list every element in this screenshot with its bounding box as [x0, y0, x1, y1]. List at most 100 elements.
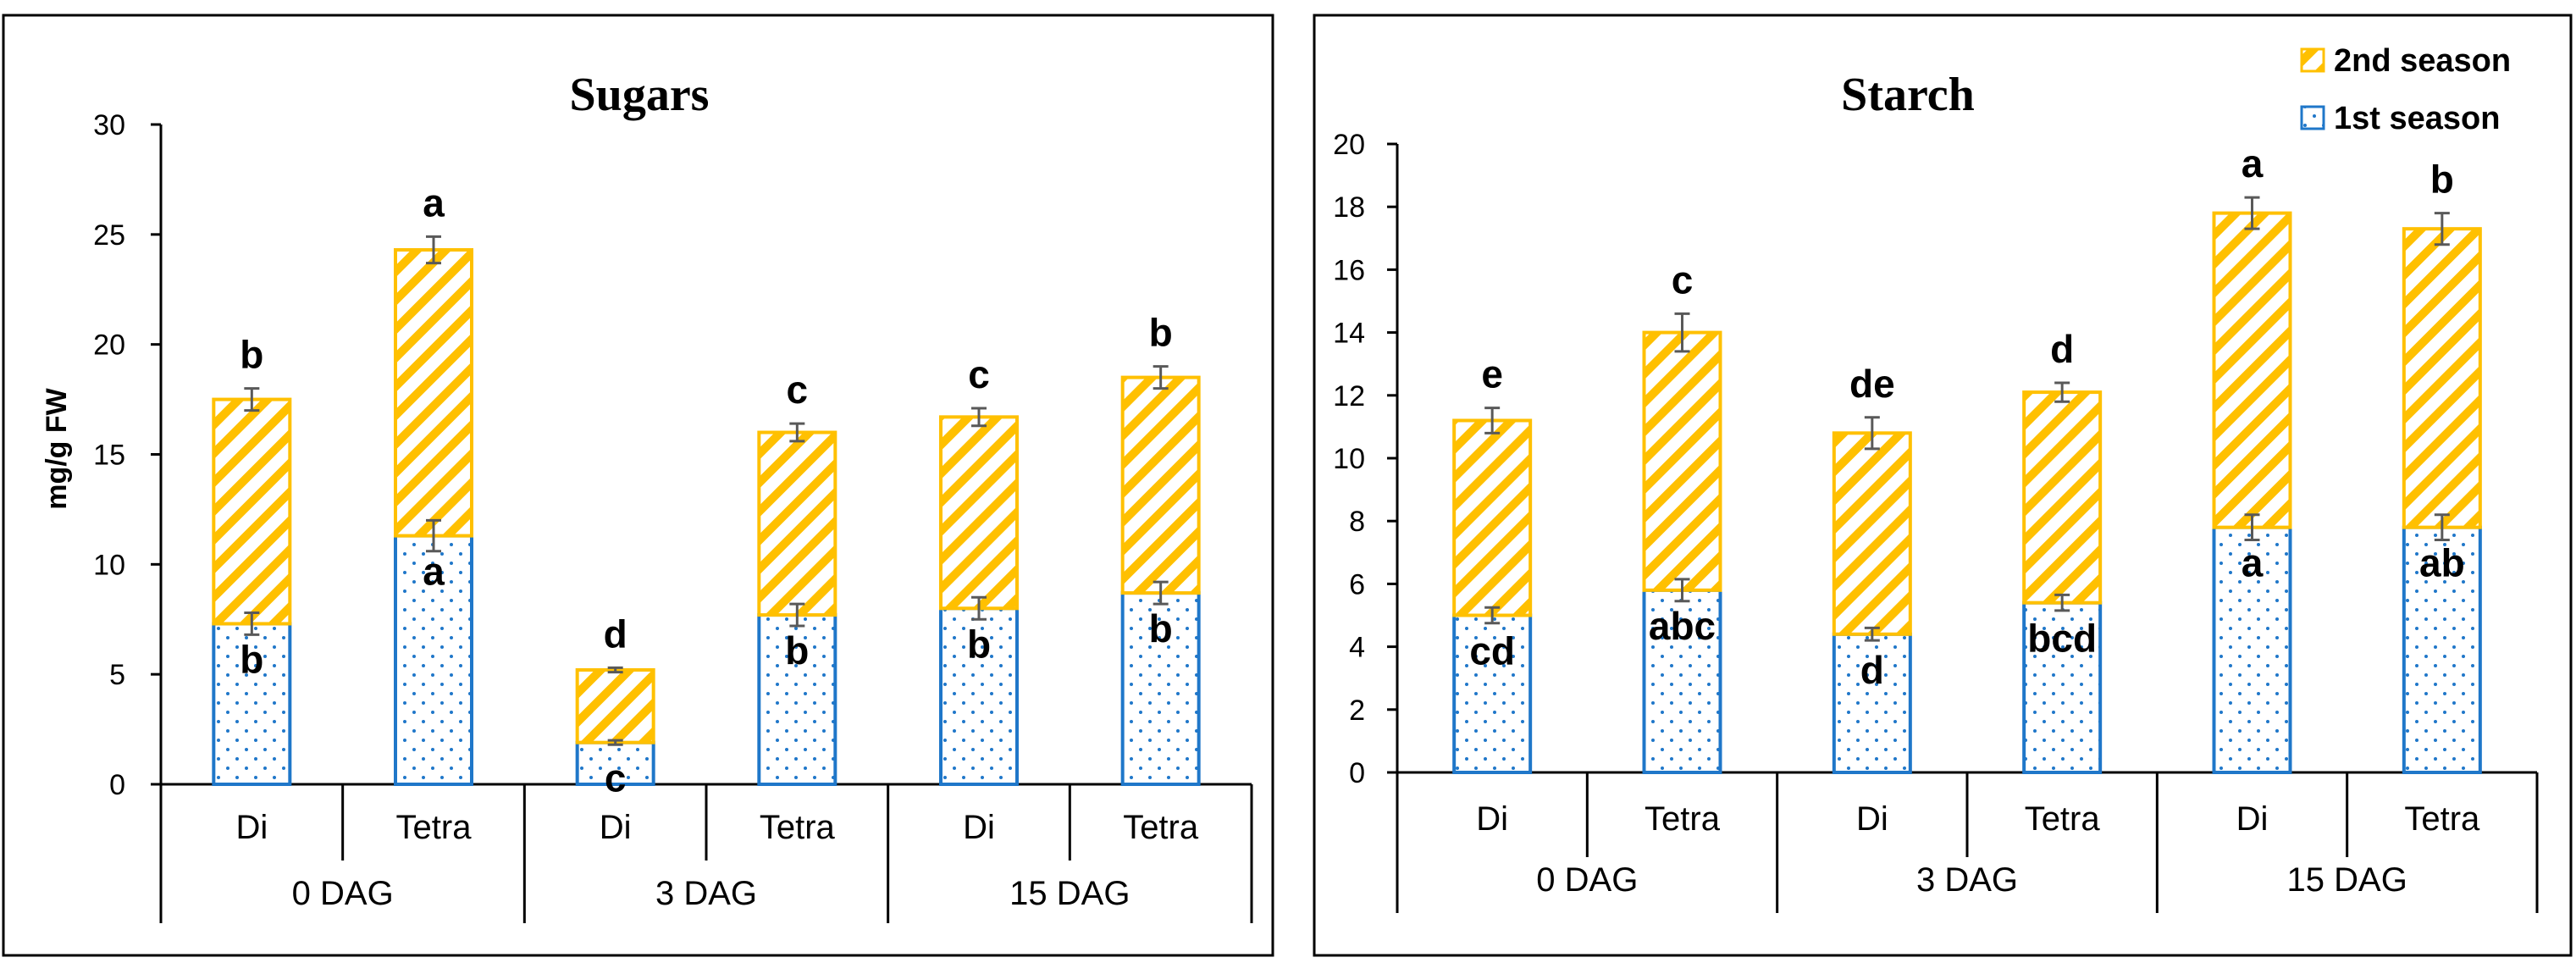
- starch-error-bar-2nd-season: [1674, 312, 1690, 353]
- starch-error-bar-2nd-season: [2434, 212, 2450, 246]
- starch-error-bar-1st-season: [2054, 593, 2070, 612]
- sugars-category-label: Di: [963, 809, 995, 846]
- starch-error-bar-1st-season: [1864, 626, 1880, 642]
- sugars-y-tick-label: 0: [109, 769, 125, 801]
- sugars-error-bar-1st-season: [244, 611, 260, 636]
- starch-letter-1st-season: abc: [1649, 604, 1716, 648]
- sugars-error-bar-1st-season: [1153, 580, 1169, 606]
- starch-error-bar-1st-season: [2244, 513, 2260, 541]
- starch-letter-2nd-season: c: [1672, 257, 1694, 302]
- sugars-y-axis-label: mg/g FW: [41, 387, 73, 509]
- sugars-panel-frame: [2, 14, 1274, 957]
- sugars-y-tick-label: 20: [93, 329, 125, 362]
- starch-y-tick-label: 14: [1333, 318, 1365, 350]
- sugars-bar-2nd-season: [939, 415, 1019, 611]
- sugars-letter-1st-season: c: [605, 756, 627, 800]
- sugars-letter-1st-season: b: [785, 628, 809, 672]
- starch-error-bar-1st-season: [2434, 513, 2450, 541]
- sugars-category-label: Tetra: [396, 809, 473, 846]
- starch-error-bar-2nd-season: [2054, 381, 2070, 403]
- sugars-error-bar-2nd-season: [426, 235, 441, 265]
- sugars-letter-1st-season: b: [967, 622, 991, 666]
- sugars-error-bar-1st-season: [426, 518, 441, 553]
- sugars-error-bar-1st-season: [971, 595, 987, 621]
- sugars-y-tick-label: 5: [109, 659, 125, 691]
- sugars-category-label: Di: [600, 809, 632, 846]
- starch-y-tick-label: 12: [1333, 380, 1365, 412]
- starch-error-bar-2nd-season: [2244, 196, 2260, 230]
- sugars-letter-2nd-season: b: [240, 333, 263, 377]
- sugars-letter-1st-season: b: [240, 637, 263, 681]
- starch-error-bar-1st-season: [1484, 606, 1501, 625]
- legend-swatch-2nd-season: [2300, 47, 2325, 73]
- starch-y-tick-label: 10: [1333, 443, 1365, 475]
- sugars-letter-2nd-season: d: [604, 612, 627, 656]
- starch-error-bar-1st-season: [1674, 578, 1690, 603]
- sugars-chart-title: Sugars: [570, 69, 710, 121]
- sugars-bar-2nd-season: [394, 248, 473, 538]
- sugars-error-bar-1st-season: [607, 739, 623, 746]
- sugars-letter-2nd-season: c: [968, 352, 990, 396]
- starch-group-label: 3 DAG: [1916, 861, 2018, 899]
- starch-bar-2nd-season: [1642, 330, 1722, 592]
- starch-y-tick-label: 4: [1349, 632, 1365, 664]
- sugars-category-label: Tetra: [760, 809, 836, 846]
- starch-category-label: Di: [1856, 800, 1888, 838]
- starch-chart-title: Starch: [1841, 69, 1975, 121]
- sugars-letter-1st-season: a: [423, 550, 445, 594]
- sugars-y-tick-label: 25: [93, 219, 125, 252]
- starch-letter-2nd-season: de: [1849, 362, 1895, 406]
- sugars-category-label: Tetra: [1123, 809, 1199, 846]
- starch-y-tick-label: 8: [1349, 506, 1365, 538]
- sugars-y-tick-label: 15: [93, 440, 125, 472]
- legend-label-2nd-season: 2nd season: [2334, 43, 2511, 79]
- sugars-error-bar-2nd-season: [607, 666, 623, 674]
- starch-bar-1st-season: [1642, 588, 1722, 774]
- sugars-error-bar-2nd-season: [789, 422, 805, 443]
- legend: 2nd season 1st season: [2300, 43, 2511, 136]
- starch-letter-1st-season: bcd: [2027, 617, 2097, 661]
- legend-swatch-1st-season: [2300, 105, 2325, 130]
- sugars-error-bar-2nd-season: [971, 407, 987, 428]
- starch-y-tick-label: 0: [1349, 757, 1365, 789]
- sugars-error-bar-2nd-season: [1153, 365, 1169, 390]
- starch-y-tick-label: 18: [1333, 191, 1365, 224]
- sugars-y-tick-label: 30: [93, 109, 125, 141]
- starch-letter-2nd-season: e: [1481, 352, 1503, 396]
- sugars-bar-2nd-season: [757, 430, 837, 617]
- starch-bar-2nd-season: [2212, 211, 2292, 529]
- starch-letter-2nd-season: a: [2242, 141, 2264, 185]
- starch-y-tick-label: 16: [1333, 254, 1365, 286]
- sugars-bar-2nd-season: [1120, 375, 1201, 595]
- starch-group-label: 15 DAG: [2287, 861, 2407, 899]
- starch-category-label: Tetra: [2404, 800, 2480, 838]
- starch-error-bar-2nd-season: [1484, 407, 1501, 434]
- starch-letter-1st-season: ab: [2419, 541, 2465, 585]
- starch-letter-2nd-season: b: [2430, 158, 2454, 202]
- sugars-y-tick-label: 10: [93, 549, 125, 581]
- sugars-group-label: 15 DAG: [1009, 875, 1130, 912]
- sugars-group-label: 3 DAG: [655, 875, 757, 912]
- sugars-letter-1st-season: b: [1149, 606, 1173, 650]
- sugars-error-bar-2nd-season: [244, 387, 260, 412]
- starch-y-tick-label: 2: [1349, 695, 1365, 727]
- starch-y-tick-label: 6: [1349, 568, 1365, 600]
- starch-bar-2nd-season: [2402, 227, 2482, 529]
- sugars-letter-2nd-season: b: [1149, 311, 1173, 355]
- starch-bar-2nd-season: [2022, 390, 2103, 605]
- starch-group-label: 0 DAG: [1536, 861, 1638, 899]
- sugars-bar-1st-season: [939, 606, 1019, 786]
- sugars-error-bar-1st-season: [789, 602, 805, 628]
- starch-category-label: Di: [2236, 800, 2269, 838]
- starch-category-label: Tetra: [1645, 800, 1721, 838]
- starch-letter-2nd-season: d: [2050, 327, 2074, 371]
- sugars-bar-2nd-season: [575, 667, 655, 744]
- sugars-letter-2nd-season: c: [787, 368, 809, 412]
- starch-error-bar-2nd-season: [1864, 416, 1880, 451]
- sugars-bar-1st-season: [394, 534, 473, 786]
- starch-bar-1st-season: [2402, 525, 2482, 774]
- starch-letter-1st-season: d: [1860, 648, 1884, 692]
